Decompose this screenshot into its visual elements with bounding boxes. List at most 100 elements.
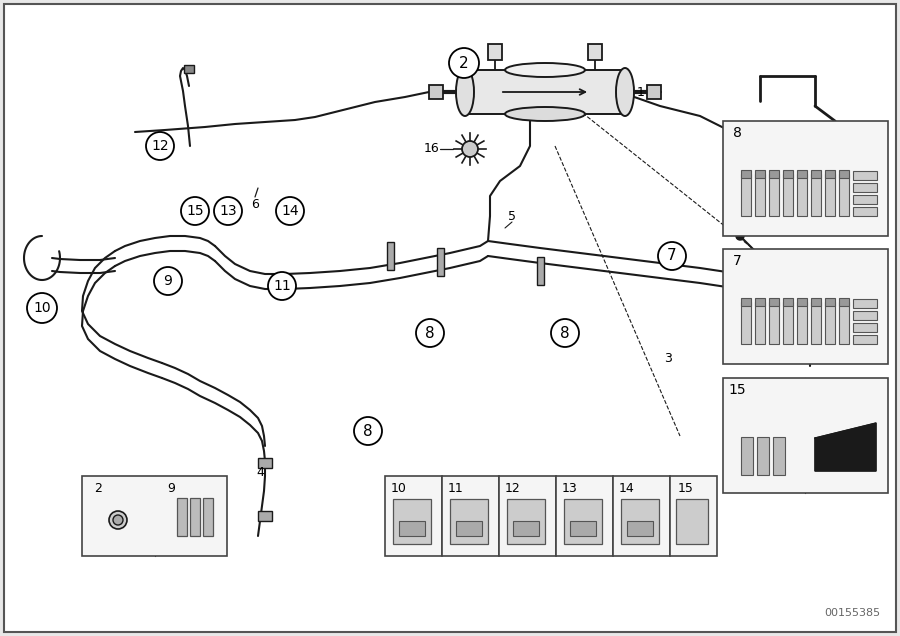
Bar bbox=[465, 70, 625, 114]
Bar bbox=[82, 476, 227, 556]
Bar bbox=[513, 521, 539, 536]
Bar bbox=[537, 257, 544, 285]
Ellipse shape bbox=[505, 63, 585, 77]
Bar bbox=[811, 170, 821, 178]
Bar bbox=[588, 44, 602, 60]
Bar bbox=[811, 302, 821, 344]
Bar bbox=[741, 170, 751, 178]
Bar bbox=[723, 121, 888, 236]
Circle shape bbox=[462, 141, 478, 157]
Bar bbox=[741, 302, 751, 344]
Bar bbox=[621, 499, 659, 544]
Bar bbox=[570, 521, 596, 536]
Bar bbox=[783, 174, 793, 216]
Bar bbox=[723, 378, 888, 493]
Bar bbox=[564, 499, 602, 544]
Text: 9: 9 bbox=[167, 483, 175, 495]
Bar bbox=[184, 65, 194, 73]
Bar bbox=[613, 476, 670, 556]
Bar bbox=[797, 170, 807, 178]
Ellipse shape bbox=[109, 511, 127, 529]
Ellipse shape bbox=[456, 68, 474, 116]
Bar bbox=[647, 85, 661, 99]
Circle shape bbox=[268, 272, 296, 300]
Text: 3: 3 bbox=[664, 352, 672, 364]
Bar bbox=[258, 511, 272, 521]
Bar bbox=[853, 311, 877, 320]
Bar bbox=[258, 458, 272, 468]
Bar bbox=[741, 437, 753, 475]
Bar bbox=[499, 476, 556, 556]
Text: 8: 8 bbox=[425, 326, 435, 340]
Circle shape bbox=[658, 242, 686, 270]
Bar bbox=[797, 298, 807, 306]
Bar bbox=[773, 437, 785, 475]
Ellipse shape bbox=[505, 107, 585, 121]
Bar bbox=[797, 302, 807, 344]
Text: 6: 6 bbox=[251, 198, 259, 211]
Bar bbox=[839, 170, 849, 178]
Bar bbox=[853, 183, 877, 192]
Bar bbox=[811, 174, 821, 216]
Bar bbox=[676, 499, 708, 544]
Bar bbox=[755, 298, 765, 306]
Bar bbox=[442, 476, 499, 556]
Bar bbox=[755, 174, 765, 216]
Bar bbox=[853, 171, 877, 180]
Bar bbox=[627, 521, 653, 536]
Ellipse shape bbox=[113, 515, 123, 525]
Bar bbox=[755, 170, 765, 178]
Bar bbox=[456, 521, 482, 536]
Circle shape bbox=[146, 132, 174, 160]
Bar bbox=[437, 248, 444, 276]
Text: 00155385: 00155385 bbox=[824, 608, 880, 618]
Bar bbox=[488, 44, 502, 60]
Circle shape bbox=[27, 293, 57, 323]
Bar bbox=[755, 302, 765, 344]
Text: 14: 14 bbox=[281, 204, 299, 218]
Circle shape bbox=[551, 319, 579, 347]
Text: 15: 15 bbox=[728, 383, 746, 397]
Circle shape bbox=[354, 417, 382, 445]
Text: 4: 4 bbox=[256, 466, 264, 478]
Circle shape bbox=[214, 197, 242, 225]
Ellipse shape bbox=[616, 68, 634, 116]
Bar bbox=[769, 298, 779, 306]
Text: 10: 10 bbox=[33, 301, 50, 315]
Bar bbox=[825, 174, 835, 216]
Text: 8: 8 bbox=[733, 126, 742, 140]
Circle shape bbox=[416, 319, 444, 347]
Bar bbox=[723, 249, 888, 364]
Circle shape bbox=[154, 267, 182, 295]
Bar bbox=[757, 437, 769, 475]
Text: 13: 13 bbox=[220, 204, 237, 218]
Bar bbox=[853, 323, 877, 332]
Text: 9: 9 bbox=[164, 274, 173, 288]
Bar bbox=[853, 299, 877, 308]
Bar bbox=[450, 499, 488, 544]
Bar bbox=[769, 174, 779, 216]
Text: 7: 7 bbox=[667, 249, 677, 263]
Bar bbox=[797, 174, 807, 216]
Bar bbox=[177, 498, 187, 536]
Bar bbox=[839, 298, 849, 306]
Bar bbox=[839, 174, 849, 216]
Text: 13: 13 bbox=[562, 483, 578, 495]
Bar bbox=[507, 499, 545, 544]
Text: 15: 15 bbox=[678, 483, 694, 495]
Text: 14: 14 bbox=[619, 483, 634, 495]
Text: 7: 7 bbox=[733, 254, 742, 268]
Bar bbox=[769, 302, 779, 344]
Bar bbox=[839, 302, 849, 344]
Bar bbox=[825, 170, 835, 178]
Circle shape bbox=[449, 48, 479, 78]
Text: 12: 12 bbox=[505, 483, 521, 495]
Bar bbox=[741, 174, 751, 216]
Circle shape bbox=[736, 232, 744, 240]
Bar bbox=[399, 521, 425, 536]
Circle shape bbox=[276, 197, 304, 225]
Bar bbox=[783, 302, 793, 344]
Bar bbox=[203, 498, 213, 536]
Bar bbox=[853, 207, 877, 216]
Polygon shape bbox=[815, 423, 876, 471]
